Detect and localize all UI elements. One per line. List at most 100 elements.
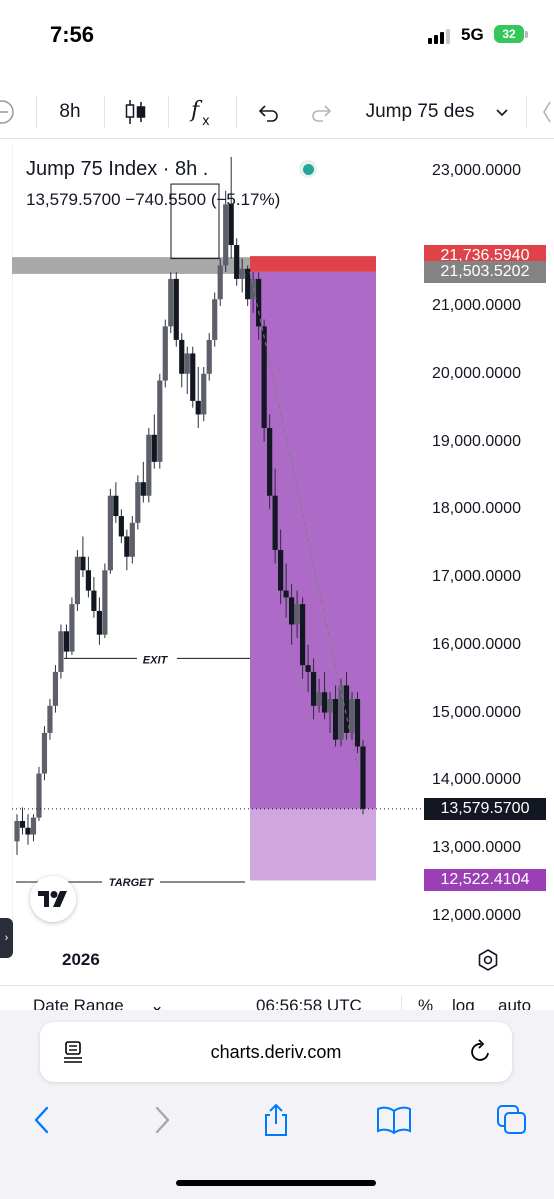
candle-body xyxy=(195,400,201,415)
candle-body xyxy=(85,570,91,591)
price-tick-label: 12,000.0000 xyxy=(432,906,521,924)
legend-title: Jump 75 Index · 8h . xyxy=(26,158,209,180)
candle-body xyxy=(316,692,322,706)
chevron-left-icon[interactable] xyxy=(538,86,554,138)
exit-annotation: EXIT xyxy=(143,654,169,666)
market-status-icon[interactable] xyxy=(299,160,317,178)
fx-icon[interactable]: f x xyxy=(184,86,220,138)
candle-body xyxy=(310,671,317,706)
candle-body xyxy=(36,773,42,818)
candle-body xyxy=(74,556,81,605)
chart-canvas[interactable]: EXIT TARGET xyxy=(12,145,554,945)
price-tick-label: 17,000.0000 xyxy=(432,568,521,586)
legend-values: 13,579.5700 −740.5500 (−5.17%) xyxy=(26,190,281,209)
price-tick-label: 15,000.0000 xyxy=(432,703,521,721)
candle-body xyxy=(250,278,256,300)
candle-body xyxy=(228,204,234,246)
price-tick-label: 20,000.0000 xyxy=(432,364,521,382)
candle-body xyxy=(272,495,278,550)
candle-body xyxy=(343,685,350,733)
candle-body xyxy=(47,705,53,733)
candle-body xyxy=(135,482,141,523)
candle-body xyxy=(129,522,135,557)
price-tick-label: 16,000.0000 xyxy=(432,635,521,653)
candle-body xyxy=(267,427,273,496)
status-bar xyxy=(0,0,554,70)
reader-mode-icon[interactable] xyxy=(62,1040,86,1069)
candle-body xyxy=(30,817,37,835)
candle-body xyxy=(223,204,229,266)
bookmarks-icon[interactable] xyxy=(374,1100,414,1140)
time-axis-label: 2026 xyxy=(62,950,100,969)
candle-body xyxy=(91,590,97,611)
candle-body xyxy=(305,665,311,672)
battery-tip xyxy=(525,31,528,38)
candle-body xyxy=(25,827,31,835)
candle-body xyxy=(201,373,207,415)
price-tick-label: 19,000.0000 xyxy=(432,432,521,450)
candle-body xyxy=(179,339,185,374)
price-tick-label: 13,000.0000 xyxy=(432,839,521,857)
share-icon[interactable] xyxy=(256,1100,296,1140)
candle-body xyxy=(96,610,102,635)
candle-body xyxy=(140,482,146,496)
candle-body xyxy=(190,353,196,401)
target-annotation: TARGET xyxy=(109,877,155,889)
candle-body xyxy=(239,268,245,279)
candle-body xyxy=(354,699,361,747)
svg-text:x: x xyxy=(202,114,210,127)
candle-body xyxy=(234,245,240,279)
collapse-panel-button[interactable]: › xyxy=(0,918,13,958)
candle-body xyxy=(151,434,157,462)
forward-icon[interactable] xyxy=(142,1100,182,1140)
price-tick-label: 21,000.0000 xyxy=(432,297,521,315)
undo-icon[interactable] xyxy=(252,86,284,138)
candle-body xyxy=(283,590,289,598)
candle-body xyxy=(168,278,174,327)
address-bar[interactable]: charts.deriv.com xyxy=(40,1022,512,1082)
reload-icon[interactable] xyxy=(468,1039,494,1070)
price-scale[interactable]: 23,000.0000 21,000.0000 20,000.0000 19,000.… xyxy=(424,145,554,945)
candle-body xyxy=(146,434,152,496)
interval-button[interactable]: 8h xyxy=(59,101,81,122)
candle-body xyxy=(162,326,168,381)
candle-body xyxy=(294,604,300,625)
settings-icon[interactable] xyxy=(476,948,500,977)
price-tick-label: 18,000.0000 xyxy=(432,500,521,518)
candle-body xyxy=(217,265,223,300)
tradingview-logo-icon[interactable] xyxy=(30,876,76,922)
tabs-icon[interactable] xyxy=(492,1100,532,1140)
candle-body xyxy=(349,699,355,733)
price-marker-label: 21,503.5202 xyxy=(424,260,546,283)
candle-body xyxy=(261,326,267,428)
candle-body xyxy=(102,570,108,635)
profit-zone-remaining xyxy=(250,808,376,881)
candle-body xyxy=(327,699,333,713)
candle-body xyxy=(299,604,306,666)
candle-body xyxy=(69,604,75,652)
candle-body xyxy=(58,631,64,672)
high-box-drawing xyxy=(170,183,220,260)
back-icon[interactable] xyxy=(22,1100,62,1140)
network-type: 5G xyxy=(461,25,484,44)
candle-body xyxy=(245,268,251,300)
symbol-search-button[interactable]: Jump 75 des xyxy=(365,101,475,122)
candle-body xyxy=(360,746,366,809)
candle-body xyxy=(206,339,212,374)
chevron-down-icon[interactable] xyxy=(492,86,512,138)
plus-circle-icon[interactable] xyxy=(0,86,16,138)
price-marker-label: 12,522.4104 xyxy=(424,869,546,892)
candle-body xyxy=(80,556,86,571)
signal-icon xyxy=(428,28,456,49)
candles-icon[interactable] xyxy=(118,86,154,138)
candle-body xyxy=(157,380,163,462)
url-text[interactable]: charts.deriv.com xyxy=(210,1041,342,1062)
candle-body xyxy=(256,278,262,327)
entry-zone-band xyxy=(12,257,250,274)
redo-icon[interactable] xyxy=(306,86,338,138)
candle-body xyxy=(212,299,218,340)
candle-body xyxy=(63,631,70,652)
candle-body xyxy=(14,820,20,842)
svg-text:f: f xyxy=(189,98,203,123)
candle-body xyxy=(278,549,284,591)
